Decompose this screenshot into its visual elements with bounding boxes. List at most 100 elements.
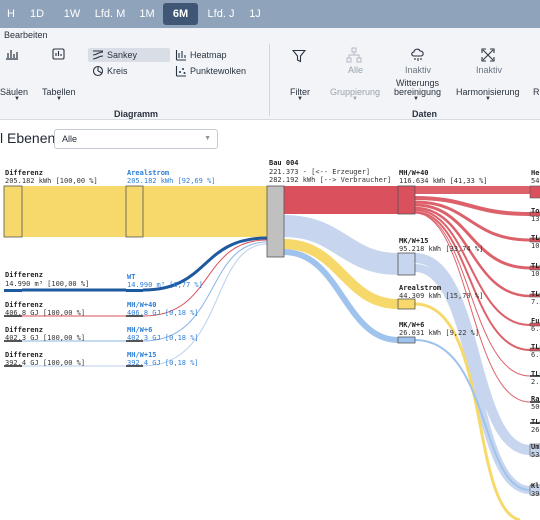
pie-chart-icon[interactable] [92,65,104,77]
flow-bau-mhw40 [284,186,398,214]
punktewolken-label[interactable]: Punktewolken [190,66,247,76]
mid-node-label-4: MH/W+6 [127,326,153,334]
far-right-value-1: 54. [531,177,540,185]
range-button-h[interactable]: H [7,8,15,20]
flows-mhw40-far-right [414,186,531,403]
range-button-1m[interactable]: 1M [139,8,155,20]
filter-icon[interactable] [292,49,306,63]
mid-node-label-5: MH/W+15 [127,351,157,359]
far-right-value-3: 10. [531,242,540,250]
grouping-icon [346,47,362,63]
left-node-value-1: 205.182 kWh [100,00 %] [5,177,98,185]
heatmap-label[interactable]: Heatmap [190,50,227,60]
far-right-value-6: 6.8 [531,325,540,333]
range-button-1w[interactable]: 1W [63,8,81,20]
node-mhw40-mid[interactable] [126,315,143,317]
range-button-1j[interactable]: 1J [249,8,261,20]
mid-node-value-1: 205.182 kWh [92,69 %] [127,177,216,185]
range-button-6m[interactable]: 6M [163,3,198,25]
center-node-label: Bau 004 [269,159,299,167]
harmonisierung-chevron-icon[interactable]: ▼ [485,96,491,102]
node-differenz-4[interactable] [4,340,22,342]
range-button-lfd-m[interactable]: Lfd. M [94,8,126,20]
tabellen-chevron-icon[interactable]: ▼ [56,96,62,102]
harmonisierung-label[interactable]: Harmonisierung [456,87,520,97]
column-chart-icon[interactable] [5,48,19,60]
left-node-label-4: Differenz [5,326,43,334]
node-differenz-3[interactable] [4,315,22,317]
node-mkw15-right[interactable] [397,252,416,276]
node-mkw6-right[interactable] [397,336,416,344]
node-arealstrom-mid[interactable] [125,185,144,238]
saeulen-label[interactable]: Säulen [0,87,29,97]
harmonisierung-inaktiv-label: Inaktiv [476,65,503,75]
witterung-label-line2[interactable]: bereinigung [394,87,442,97]
far-right-value-10: 261 [531,426,540,434]
node-mhw6-mid[interactable] [126,340,143,342]
diagramm-group-label: Diagramm [114,109,159,119]
node-mhw15-mid[interactable] [126,365,143,367]
ribbon-cut-label[interactable]: R [533,87,540,97]
filter-label[interactable]: Filter [290,87,310,97]
far-right-label-4: TL0 [531,262,540,270]
left-node-value-4: 402,3 GJ [100,00 %] [5,334,86,342]
node-bau-004[interactable] [266,185,285,258]
tabellen-label[interactable]: Tabellen [42,87,76,97]
heatmap-icon[interactable] [175,49,187,61]
sankey-selected-highlight [88,48,170,62]
range-button-lfd-j[interactable]: Lfd. J [207,8,235,20]
node-differenz-2[interactable] [4,289,22,292]
node-differenz-1[interactable] [3,185,23,238]
ebenen-dropdown[interactable]: Alle ▼ [54,129,218,149]
filter-chevron-icon[interactable]: ▼ [297,96,303,102]
saeulen-chevron-icon[interactable]: ▼ [14,96,20,102]
ebenen-label: l Ebenen [0,130,56,146]
node-wt[interactable] [126,289,143,292]
right-node-value-2: 95.218 kWh [33,74 %] [399,245,484,253]
sankey-label[interactable]: Sankey [107,50,138,60]
flow-mkw6-far-right [414,339,531,491]
left-node-label-5: Differenz [5,351,43,359]
far-right-label-3: TL0 [531,234,540,242]
left-node-value-3: 406,8 GJ [100,00 %] [5,309,86,317]
table-chart-icon[interactable] [52,48,65,60]
left-node-label-2: Differenz [5,271,43,279]
node-differenz-5[interactable] [4,365,22,367]
right-node-label-3: Arealstrom [399,284,442,292]
weather-cloud-icon[interactable] [410,47,426,63]
left-node-label-3: Differenz [5,301,43,309]
far-right-label-7: TL0 [531,343,540,351]
flow-bau-mkw6 [283,249,399,343]
flow-mhw6-bau [142,241,268,342]
center-node-line2: 282.192 kWh [--> Verbraucher] [269,176,392,184]
far-right-nodes [529,185,540,496]
mid-node-label-3: MH/W+40 [127,301,157,309]
right-node-value-3: 44.309 kWh [15,70 %] [399,292,484,300]
far-right-label-6: Fu [531,317,540,325]
mid-node-value-2: 14.990 m³ [6,77 %] [127,281,203,289]
flow-arealstrom-far-right [414,302,521,520]
far-right-value-4: 10. [531,270,540,278]
right-node-label-2: MK/W+15 [399,237,429,245]
node-mhw40-right[interactable] [397,185,416,215]
far-right-value-9: 500 [531,403,540,411]
gruppierung-chevron-icon: ▼ [352,96,358,102]
flow-wt-bau [142,236,268,292]
witterung-label-line1[interactable]: Witterungs [396,78,440,88]
ribbon-separator [269,44,270,116]
sankey-icon[interactable] [92,49,104,61]
node-arealstrom-right[interactable] [397,298,416,310]
far-right-value-12: 39. [531,490,540,498]
far-right-label-2: Tor [531,207,540,215]
flow-bau-mkw15 [283,215,399,275]
gruppierung-alle-label: Alle [348,65,364,75]
far-right-label-1: He [531,169,540,177]
witterung-chevron-icon[interactable]: ▼ [413,96,419,102]
witterung-inaktiv-label: Inaktiv [405,65,432,75]
kreis-label[interactable]: Kreis [107,66,128,76]
range-button-1d[interactable]: 1D [29,8,45,20]
flow-mhw40-bau [142,239,268,317]
harmonize-icon[interactable] [480,47,496,63]
scatter-icon[interactable] [175,65,187,77]
right-node-label-4: MK/W+6 [399,321,425,329]
